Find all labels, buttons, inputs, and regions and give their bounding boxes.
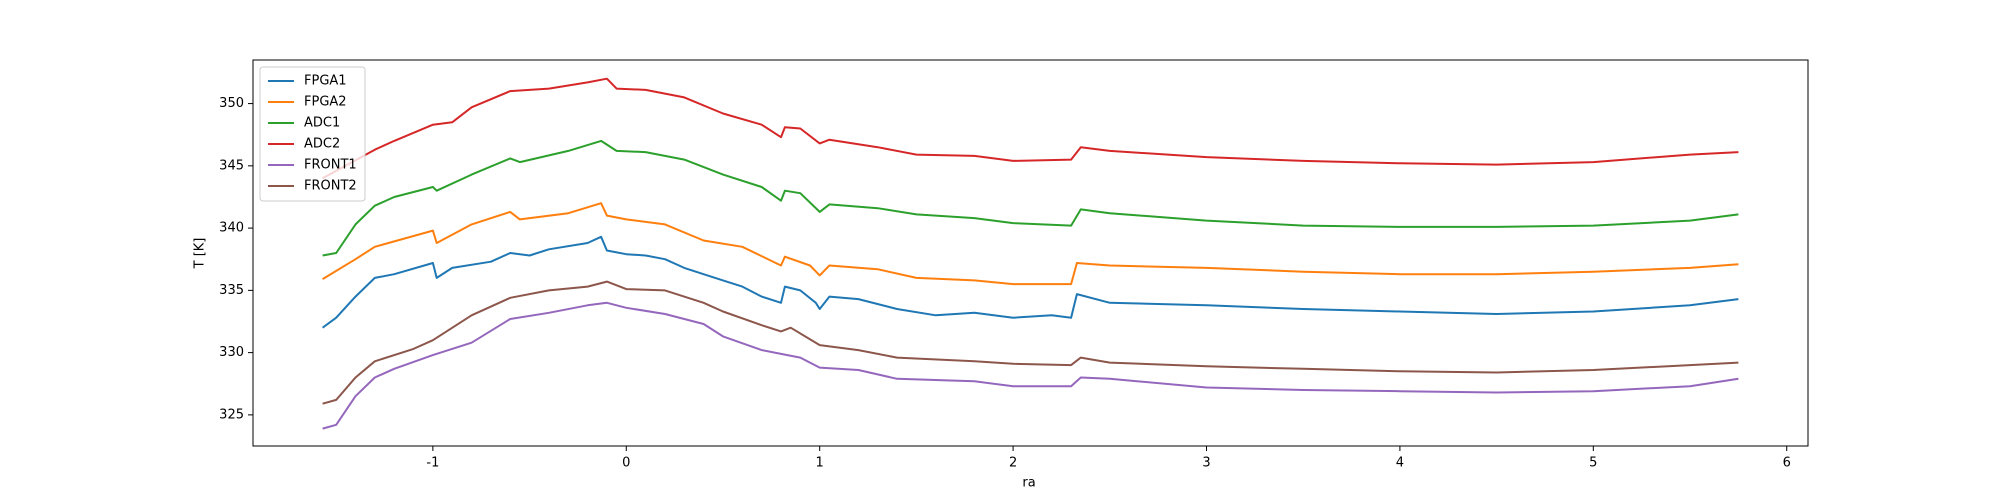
legend-label: FRONT2 [304, 179, 357, 194]
x-tick-label: 2 [1009, 456, 1017, 471]
line-series [322, 77, 1739, 180]
line-series [322, 280, 1739, 405]
legend-label: FPGA1 [304, 74, 347, 89]
x-tick-label: 1 [816, 456, 824, 471]
legend-label: ADC1 [304, 116, 340, 131]
line-series [322, 301, 1739, 430]
y-tick-label: 350 [219, 96, 244, 111]
x-tick-label: 4 [1396, 456, 1404, 471]
x-tick-label: 3 [1202, 456, 1210, 471]
legend-label: ADC2 [304, 137, 340, 152]
legend-box [259, 66, 366, 202]
plot-frame [252, 59, 1809, 447]
x-tick-label: 0 [622, 456, 630, 471]
x-tick-label: -1 [426, 456, 439, 471]
y-tick-label: 335 [219, 283, 244, 298]
legend-label: FPGA2 [304, 95, 347, 110]
y-tick-label: 325 [219, 407, 244, 422]
y-axis-label: T [K] [193, 238, 208, 270]
x-tick-label: 6 [1783, 456, 1791, 471]
y-tick-label: 345 [219, 158, 244, 173]
x-axis-label: ra [1022, 476, 1035, 491]
y-tick-label: 340 [219, 221, 244, 236]
line-series [322, 235, 1739, 329]
legend-label: FRONT1 [304, 158, 357, 173]
line-series [322, 202, 1739, 286]
line-series [322, 139, 1739, 257]
x-tick-label: 5 [1589, 456, 1597, 471]
y-tick-label: 330 [219, 345, 244, 360]
